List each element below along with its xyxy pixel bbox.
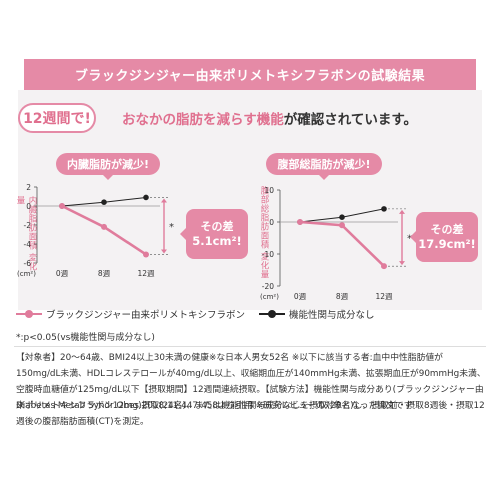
chart2-series-control-point <box>339 214 345 220</box>
chart2-x-tick-label: 12週 <box>375 292 393 301</box>
citation: Diabetes Metab Syndr Obes.2018;11:447-45… <box>16 401 413 411</box>
chart2-significance-mark: * <box>407 234 412 245</box>
legend-label-control: 機能性関与成分なし <box>289 310 375 321</box>
chart2-plot: 10 0 -10 -20 (cm²) 0週 8週 12週 * <box>260 186 412 301</box>
headline-text: おなかの脂肪を減らす機能が確認されています。 <box>122 108 417 128</box>
chart1-y-tick-label: -4 <box>24 240 32 249</box>
chart2-series-test-point <box>297 219 303 225</box>
chart2-title: 腹部総脂肪が減少! <box>266 153 382 180</box>
chart2-difference-callout: その差 17.9cm²! <box>410 212 478 262</box>
chart1-difference-caption: その差 <box>200 219 234 233</box>
legend-swatch-test <box>16 309 42 319</box>
chart1-difference-value: 5.1cm²! <box>192 233 242 248</box>
chart2-y-tick-label: -20 <box>262 282 274 291</box>
chart2-series-test-line <box>299 220 385 268</box>
chart1-significance-mark: * <box>169 222 174 233</box>
chart2-y-unit: (cm²) <box>260 293 279 301</box>
legend-item-test: ブラックジンジャー由来ポリメトキシフラボン <box>16 307 245 321</box>
chart1-x-tick-label: 0週 <box>56 269 69 278</box>
chart2-y-tick-label: 0 <box>269 218 274 227</box>
legend-swatch-control <box>259 309 286 319</box>
chart1-y-tick-label: -6 <box>24 259 32 268</box>
divider <box>14 346 486 347</box>
chart1-series-control-point <box>143 194 149 201</box>
chart2-x-tick-label: 8週 <box>336 292 349 301</box>
chart2-ylabel: 腹部総脂肪面積 変化量 <box>259 186 269 280</box>
chart1-x-tick-label: 8週 <box>98 269 111 278</box>
study-details: 【対象者】20～64歳、BMI24以上30未満の健康※な日本人男女52名 ※以下… <box>16 353 486 427</box>
chart2-arrow-head-bottom <box>399 261 405 266</box>
chart1-y-tick-label: -2 <box>24 221 32 230</box>
legend-label-test: ブラックジンジャー由来ポリメトキシフラボン <box>46 310 246 321</box>
chart1-series-test-point <box>101 223 107 230</box>
chart1-series-control-point <box>101 199 107 205</box>
period-badge: 12週間で! <box>18 103 96 133</box>
chart1-x-tick-label: 12週 <box>137 269 155 278</box>
results-panel <box>18 90 482 310</box>
significance-footnote: *:p<0.05(vs機能性関与成分なし) <box>16 333 155 343</box>
chart2-difference-caption: その差 <box>430 222 464 236</box>
chart1-y-tick-label: 2 <box>26 183 31 192</box>
chart1-difference-callout: その差 5.1cm²! <box>180 209 248 259</box>
chart2-series-control-point <box>381 206 387 212</box>
chart1-ylabel: 内臓脂肪面積 変化量 <box>15 196 37 272</box>
chart1-series-test-point <box>59 203 65 209</box>
chart2-series-test-point <box>381 263 387 270</box>
chart1-y-unit: (cm²) <box>17 270 36 278</box>
chart1-plot: 2 0 -2 -4 -6 (cm²) 0週 8週 12週 * <box>17 183 174 278</box>
chart2-arrow-head-top <box>399 209 405 214</box>
chart2-difference-value: 17.9cm²! <box>418 236 476 251</box>
headline-rest: が確認されています。 <box>283 112 417 128</box>
legend: ブラックジンジャー由来ポリメトキシフラボン 機能性関与成分なし <box>16 307 389 321</box>
chart2-series-test-point <box>339 222 345 229</box>
legend-item-control: 機能性関与成分なし <box>259 307 375 321</box>
chart1-arrow-head-bottom <box>161 249 167 254</box>
headline-emphasis: おなかの脂肪を減らす機能 <box>122 112 284 128</box>
chart1-title: 内臓脂肪が減少! <box>56 153 160 180</box>
chart1-series-test-point <box>143 251 149 258</box>
chart2-y-tick-label: 10 <box>264 186 274 195</box>
headline: 12週間で! おなかの脂肪を減らす機能が確認されています。 <box>18 103 417 133</box>
chart2-x-tick-label: 0週 <box>294 292 307 301</box>
banner-title: ブラックジンジャー由来ポリメトキシフラボンの試験結果 <box>24 59 476 90</box>
chart1-arrow-head-top <box>161 198 167 203</box>
chart2-y-tick-label: -10 <box>262 250 274 259</box>
chart1-y-tick-label: 0 <box>26 202 31 211</box>
